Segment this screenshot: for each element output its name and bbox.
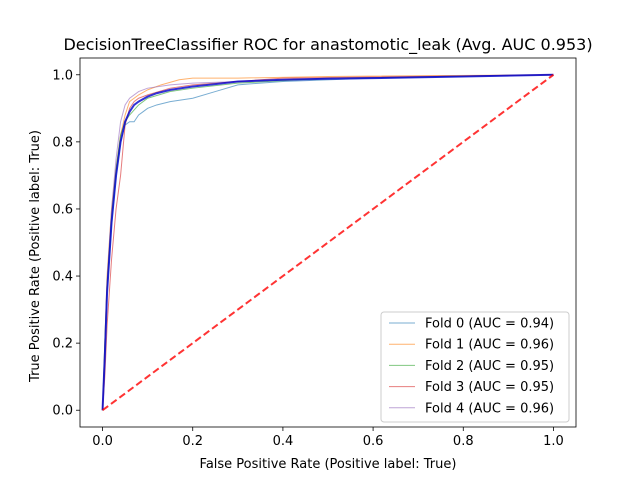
y-tick-label: 0.8 (52, 135, 73, 150)
x-tick-label: 0.0 (92, 434, 113, 449)
legend-label-fold-4: Fold 4 (AUC = 0.96) (425, 401, 554, 416)
legend-box (380, 311, 570, 423)
x-tick-label: 0.2 (182, 434, 203, 449)
legend-label-fold-0: Fold 0 (AUC = 0.94) (425, 317, 554, 332)
axes-frame (79, 57, 577, 428)
chance-line (101, 73, 555, 412)
x-axis-label: False Positive Rate (Positive label: Tru… (200, 457, 457, 472)
legend-label-fold-1: Fold 1 (AUC = 0.96) (425, 338, 554, 353)
roc-curve-fold-3 (102, 74, 554, 411)
y-axis-label: True Positive Rate (Positive label: True… (28, 130, 43, 383)
y-tick-label: 0.0 (52, 404, 73, 419)
y-tick-label: 0.2 (52, 337, 73, 352)
mean-roc-curve (101, 73, 554, 411)
legend-label-fold-3: Fold 3 (AUC = 0.95) (425, 380, 554, 395)
y-tick-label: 0.6 (52, 202, 73, 217)
y-tick-label: 1.0 (52, 68, 73, 83)
chart-title: DecisionTreeClassifier ROC for anastomot… (63, 35, 592, 55)
x-tick-label: 0.4 (273, 434, 294, 449)
x-tick-label: 1.0 (543, 434, 564, 449)
y-tick-label: 0.4 (52, 270, 73, 285)
plot-area: 0.0 0.2 0.4 0.6 0.8 1.0 0.0 0.2 0.4 0.6 0.8 1.0 Fold… (52, 57, 577, 449)
legend-label-fold-2: Fold 2 (AUC = 0.95) (425, 359, 554, 374)
x-tick-label: 0.6 (363, 434, 384, 449)
x-tick-label: 0.8 (453, 434, 474, 449)
